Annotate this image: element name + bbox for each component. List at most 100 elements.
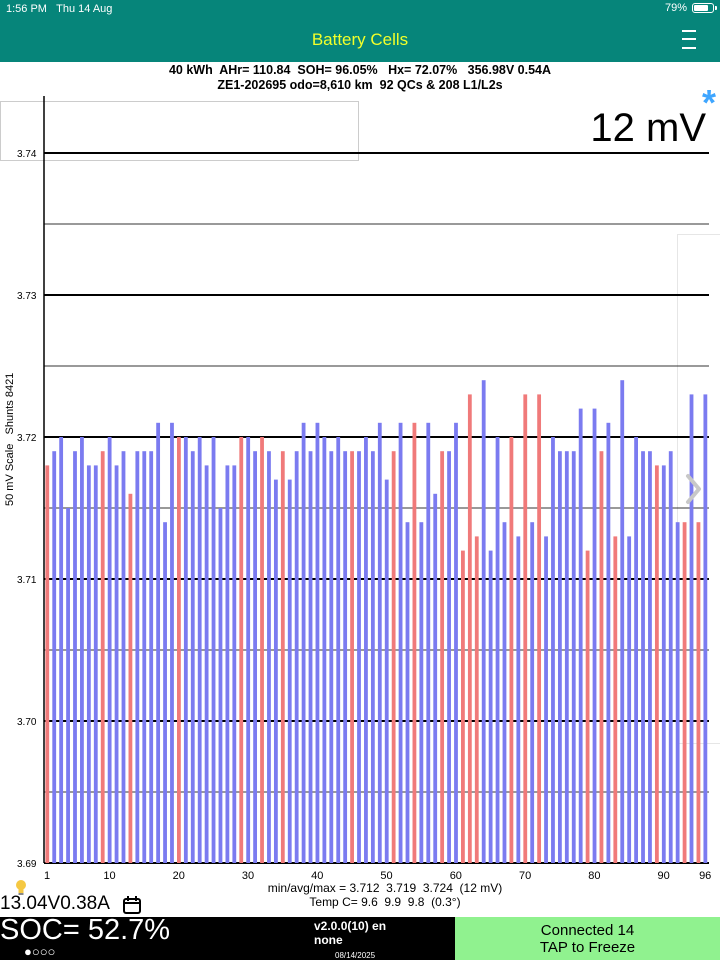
hamburger-menu-icon[interactable] <box>682 28 696 50</box>
cell-bar-86 <box>634 437 638 863</box>
cell-bar-52 <box>398 422 403 863</box>
cell-bar-11 <box>114 465 119 863</box>
cell-bar-80 <box>592 408 597 863</box>
cell-bar-58 <box>440 451 445 863</box>
status-battery: 79% <box>664 2 717 14</box>
cell-bar-41 <box>322 437 327 863</box>
cell-bar-53 <box>405 522 410 863</box>
x-tick-label: 70 <box>519 870 531 882</box>
cell-bar-9 <box>100 451 105 863</box>
battery-percent: 79% <box>664 2 687 14</box>
cell-bar-63 <box>474 536 479 863</box>
cell-bar-76 <box>564 451 569 863</box>
cell-bar-70 <box>523 394 528 863</box>
cell-bar-15 <box>142 451 147 863</box>
cell-bar-8 <box>93 465 98 863</box>
summary-line-2: ZE1-202695 odo=8,610 km 92 QCs & 208 L1/… <box>217 78 503 92</box>
chevron-right-icon[interactable] <box>684 472 702 506</box>
cell-bar-62 <box>467 394 472 863</box>
cell-bar-13 <box>128 493 133 863</box>
cell-bar-39 <box>308 451 313 863</box>
info-box-outline <box>0 101 359 161</box>
x-tick-label: 10 <box>103 870 115 882</box>
cell-bar-30 <box>246 437 251 863</box>
cell-bar-38 <box>301 422 306 863</box>
x-tick-label: 30 <box>242 870 254 882</box>
cell-bar-47 <box>364 437 368 863</box>
cell-bar-29 <box>239 437 244 863</box>
cell-bar-4 <box>66 508 70 863</box>
version-info: v2.0.0(10) en none <box>314 919 386 947</box>
cell-bar-44 <box>343 451 348 863</box>
cell-bar-89 <box>654 465 659 863</box>
cell-bar-82 <box>606 422 611 863</box>
nav-bar: Battery Cells <box>0 18 720 62</box>
cell-bar-2 <box>52 451 57 863</box>
cell-bar-72 <box>537 394 542 863</box>
cell-bar-95 <box>696 522 701 863</box>
cell-bar-79 <box>585 550 590 863</box>
cell-bar-32 <box>260 437 264 863</box>
temperature: Temp C= 9.6 9.9 9.8 (0.3°) <box>309 895 461 909</box>
cell-bar-42 <box>329 451 334 863</box>
cell-bar-27 <box>225 465 230 863</box>
cell-bar-51 <box>391 451 396 863</box>
version-date: 08/14/2025 <box>335 951 376 960</box>
cell-bar-18 <box>163 522 167 863</box>
soc-value: SOC= 52.7% <box>0 914 171 946</box>
cell-bar-85 <box>627 536 632 863</box>
cell-bar-66 <box>495 437 500 863</box>
cell-bar-57 <box>433 493 438 863</box>
page-indicator[interactable]: ●○○○ <box>24 944 56 959</box>
cell-bar-73 <box>544 536 548 863</box>
cell-bar-88 <box>648 451 652 863</box>
calendar-icon[interactable] <box>122 895 142 915</box>
cell-bar-14 <box>135 451 140 863</box>
x-tick-label: 20 <box>173 870 185 882</box>
cell-bar-23 <box>197 437 202 863</box>
cell-bar-48 <box>370 451 375 863</box>
cell-bar-26 <box>218 508 223 863</box>
y-tick-label: 3.69 <box>17 859 37 870</box>
cell-bar-67 <box>502 522 507 863</box>
cell-bar-75 <box>557 451 562 863</box>
cell-bar-81 <box>599 451 604 863</box>
cell-bar-69 <box>516 536 521 863</box>
cell-bar-33 <box>267 451 271 863</box>
cell-bar-94 <box>689 394 694 863</box>
cell-bar-96 <box>703 394 708 863</box>
asterisk-icon[interactable]: * <box>701 82 716 123</box>
spread-display: 12 mV <box>590 106 706 150</box>
x-tick-label: 40 <box>311 870 323 882</box>
cell-bar-24 <box>204 465 209 863</box>
cell-bar-90 <box>661 465 666 863</box>
cell-bar-84 <box>620 380 625 863</box>
x-tick-label: 90 <box>658 870 670 882</box>
y-tick-label: 3.72 <box>17 433 37 444</box>
freeze-label: TAP to Freeze <box>539 939 636 956</box>
connect-freeze-button[interactable]: Connected 14 TAP to Freeze <box>455 917 720 960</box>
cell-bar-55 <box>419 522 424 863</box>
cell-bar-5 <box>73 451 77 863</box>
y-tick-label: 3.74 <box>17 149 37 160</box>
cell-bar-34 <box>273 479 278 863</box>
x-tick-label: 1 <box>44 870 50 882</box>
cell-bar-20 <box>177 437 181 863</box>
cell-bar-91 <box>668 451 673 863</box>
min-avg-max: min/avg/max = 3.712 3.719 3.724 (12 mV) <box>267 881 503 895</box>
lightbulb-icon <box>16 880 26 895</box>
cell-bar-68 <box>509 437 514 863</box>
status-time: 1:56 PM Thu 14 Aug <box>6 3 113 15</box>
cell-bar-87 <box>641 451 645 863</box>
cell-bar-77 <box>571 451 576 863</box>
cell-bar-59 <box>447 451 451 863</box>
cell-bar-74 <box>551 437 555 863</box>
cell-bar-35 <box>280 451 285 863</box>
cell-bar-54 <box>412 422 417 863</box>
cell-bar-43 <box>336 437 341 863</box>
status-bar: 1:56 PM Thu 14 Aug 79% <box>0 0 720 18</box>
cell-bar-19 <box>170 422 174 863</box>
cell-bar-12 <box>121 451 126 863</box>
battery-fill <box>694 5 709 11</box>
cell-bar-25 <box>211 437 216 863</box>
